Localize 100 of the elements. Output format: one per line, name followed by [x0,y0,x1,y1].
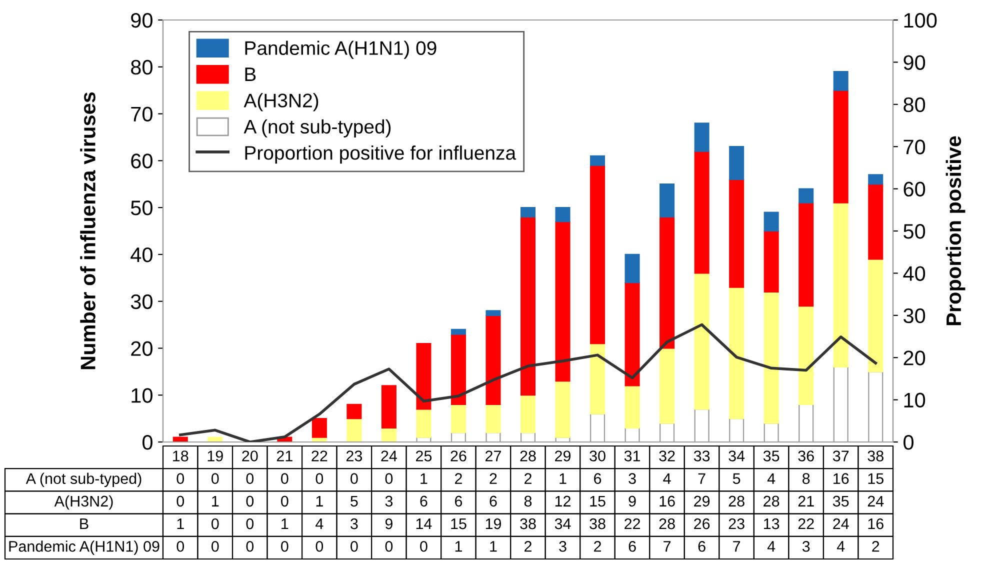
data-label: 38 [520,518,536,530]
y-tick-label: 10 [132,388,152,403]
data-label: 5 [350,496,358,507]
x-tick-label: 30 [590,450,606,462]
data-label: 7 [664,541,671,552]
data-label: 5 [732,473,740,484]
bar [660,184,675,218]
data-label: 7 [698,473,706,484]
bar [416,342,432,410]
bar [590,155,606,166]
data-label: 28 [764,496,780,507]
bar [590,164,606,344]
x-tick-label: 33 [694,450,710,462]
bar [798,202,814,307]
bar [520,394,536,434]
data-label: 2 [872,540,880,552]
data-label: 0 [385,473,393,484]
x-tick-label: 34 [728,450,745,462]
data-label: 6 [420,496,428,507]
bar [312,418,327,438]
data-label: 16 [834,473,849,484]
data-label: 4 [836,541,845,552]
data-label: 2 [524,540,532,552]
bar [624,254,640,284]
data-label: 13 [764,518,780,530]
data-label: 0 [246,540,254,552]
bar [868,184,884,260]
data-label: 24 [868,496,884,506]
bar [624,385,640,428]
x-tick-label: 32 [659,450,675,462]
bar [868,174,884,185]
bar [694,122,710,152]
data-label: 9 [628,496,636,507]
data-label: 4 [767,473,776,484]
x-tick-label: 24 [381,450,398,462]
data-label: 0 [176,540,184,552]
bar [416,408,432,438]
data-label: 0 [176,473,184,484]
data-label: 2 [490,473,497,484]
bar [868,258,884,372]
x-tick-label: 29 [555,450,571,462]
y2-tick-label: 10 [904,392,926,408]
data-label: 3 [628,473,636,484]
data-label: 1 [316,496,323,506]
data-label: 0 [211,518,219,530]
data-label: 22 [624,518,640,530]
data-label: 24 [833,518,849,530]
bar [764,230,779,293]
bar [555,221,570,382]
x-tick-label: 22 [312,450,328,462]
text: Pandemic A(H1N1) 09 [9,540,160,555]
data-label: 22 [798,518,814,530]
bar [381,385,396,428]
bar [486,310,501,316]
data-label: 16 [868,518,884,530]
data-label: 0 [316,540,324,552]
x-tick-label: 20 [242,450,258,462]
x-tick-label: 38 [868,450,884,462]
y2-axis-title: Proportion positive [946,136,966,326]
data-label: 15 [451,518,466,530]
bar [555,207,570,222]
y-tick-label: 40 [130,247,152,262]
x-tick-label: 26 [450,450,466,462]
bar [450,404,466,434]
data-label: 6 [594,473,602,484]
x-tick-label: 21 [276,450,292,462]
x-tick-label: 18 [173,450,188,462]
y2-tick-label: 90 [904,55,926,70]
bar [798,305,814,406]
bar [833,90,848,204]
x-tick-label: 27 [486,450,501,462]
data-label: 3 [350,518,358,530]
bar [520,207,536,218]
data-label: 8 [802,473,810,484]
data-label: 7 [733,541,740,552]
data-label: 28 [728,496,744,507]
x-tick-label: 36 [798,450,814,462]
data-label: 21 [798,496,814,506]
y2-tick-label: 0 [904,435,914,450]
bar [590,342,606,414]
data-label: 4 [316,518,324,530]
line-series [178,323,878,442]
data-label: 1 [282,518,288,530]
data-label: 15 [868,473,884,484]
data-label: 28 [659,518,675,530]
data-label: 1 [177,518,184,530]
data-label: 0 [420,540,428,552]
legend-label: B [245,68,256,82]
data-label: 6 [490,496,497,507]
data-label: 3 [385,496,393,507]
bar [764,212,779,232]
data-label: 0 [316,473,324,484]
data-label: 0 [281,540,288,552]
text: B [80,518,88,530]
y-tick-label: 70 [131,106,152,122]
data-label: 35 [832,496,849,507]
data-label: 0 [211,540,219,552]
data-label: 1 [490,541,497,552]
data-label: 0 [350,473,358,484]
x-tick-label: 25 [416,450,432,462]
